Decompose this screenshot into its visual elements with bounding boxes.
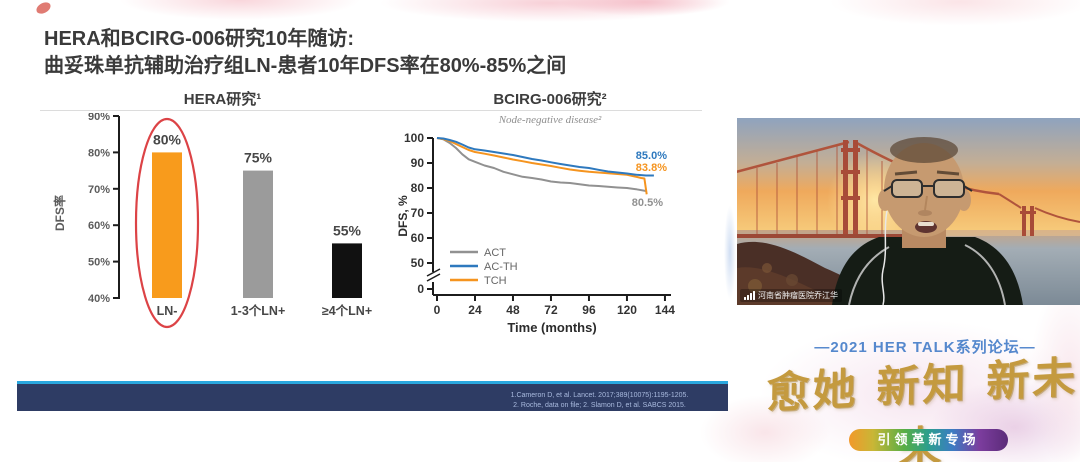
hera-bar-value: 80%: [153, 131, 182, 147]
references: 1.Cameron D, et al. Lancet. 2017;389(100…: [457, 391, 742, 411]
hera-y-axis-label: DFS率: [52, 195, 67, 231]
participant-name-text: 河南省肿瘤医院乔江华: [758, 291, 838, 300]
axis-break-icon: [426, 273, 441, 282]
bcirg-chart-title: BCIRG-006研究²: [493, 91, 607, 108]
hera-bar-LN-: [152, 152, 182, 298]
watercolor-decoration: [724, 205, 736, 300]
hera-bar-category: ≥4个LN+: [322, 303, 372, 318]
end-label-ACT: 80.5%: [632, 197, 663, 209]
footer-navy-bar: 1.Cameron D, et al. Lancet. 2017;389(100…: [17, 384, 728, 411]
slide-footer-bar: 1.Cameron D, et al. Lancet. 2017;389(100…: [17, 381, 728, 411]
bcirg-ytick: 90: [411, 156, 425, 170]
petal-decoration: [34, 0, 53, 16]
hera-bar-1-3个LN+: [243, 170, 273, 298]
hera-bar-value: 55%: [333, 222, 362, 238]
series-line-AC-TH: [436, 137, 654, 177]
end-label-TCH: 83.8%: [636, 162, 667, 174]
end-label-AC-TH: 85.0%: [636, 150, 667, 162]
reference-2: 2. Roche, data on file; 2. Slamon D, et …: [513, 402, 686, 410]
legend-label-TCH: TCH: [484, 275, 507, 287]
legend-label-AC-TH: AC-TH: [484, 261, 518, 273]
hera-ytick: 40%: [88, 293, 110, 305]
bcirg-y-axis-label: DFS, %: [396, 195, 410, 237]
bcirg-ytick: 100: [404, 131, 424, 145]
hera-ytick: 90%: [88, 113, 110, 123]
highlight-ellipse: [134, 117, 200, 329]
bcirg-xtick: 120: [617, 303, 637, 317]
hera-bar-≥4个LN+: [332, 243, 362, 298]
hera-bar-chart: 90% 80% 70% 60% 50% 40% DFS率 80% LN- 75% 1-3个LN+ 55…: [52, 113, 372, 329]
bcirg-line-chart: 100 90 80 70 60 50 00 24 48 72 96 120 144 Time (month…: [396, 131, 675, 335]
legend-label-ACT: ACT: [484, 247, 506, 259]
footer-accent-stripe: [17, 381, 728, 384]
bcirg-ytick: 0: [417, 282, 424, 296]
video-scene: [737, 118, 1080, 305]
bcirg-ytick: 80: [411, 181, 425, 195]
bcirg-ytick: 50: [411, 256, 425, 270]
bcirg-xtick: 72: [544, 303, 558, 317]
bcirg-xtick: 24: [468, 303, 482, 317]
bcirg-xtick: 144: [655, 303, 675, 317]
hera-ytick: 60%: [88, 220, 110, 232]
bcirg-xtick: 0: [434, 303, 441, 317]
hera-ytick: 80%: [88, 147, 110, 159]
blossom-decoration: [380, 0, 720, 22]
hera-bar-category: LN-: [157, 304, 178, 318]
speaker-video-feed[interactable]: 河南省肿瘤医院乔江华: [737, 118, 1080, 305]
series-line-TCH: [436, 137, 648, 195]
hera-bar-value: 75%: [244, 150, 273, 166]
bcirg-xtick: 48: [506, 303, 520, 317]
slide-title-line2: 曲妥珠单抗辅助治疗组LN-患者10年DFS率在80%-85%之间: [44, 55, 567, 77]
hera-chart-title: HERA研究¹: [183, 91, 262, 108]
slide-title: HERA和BCIRG-006研究10年随访: 曲妥珠单抗辅助治疗组LN-患者10…: [44, 26, 566, 80]
bcirg-ytick: 60: [411, 231, 425, 245]
reference-1: 1.Cameron D, et al. Lancet. 2017;389(100…: [510, 392, 689, 399]
bcirg-x-axis-label: Time (months): [507, 320, 596, 335]
bcirg-xtick: 96: [582, 303, 596, 317]
slide-title-line1: HERA和BCIRG-006研究10年随访:: [44, 28, 355, 50]
hera-ytick: 50%: [88, 257, 110, 269]
bcirg-chart-subtitle: Node-negative disease²: [498, 114, 602, 126]
hera-bar-category: 1-3个LN+: [231, 303, 286, 318]
hera-ytick: 70%: [88, 184, 110, 196]
divider-line: [40, 110, 702, 111]
blossom-decoration: [560, 0, 730, 16]
signal-bars-icon: [744, 290, 755, 300]
bcirg-ytick: 70: [411, 206, 425, 220]
participant-name-label: 河南省肿瘤医院乔江华: [740, 289, 842, 302]
blossom-decoration: [830, 0, 1080, 26]
forum-series-label: —2021 HER TALK系列论坛—: [814, 339, 1036, 356]
series-line-ACT: [436, 137, 647, 192]
blossom-decoration: [120, 0, 360, 20]
session-badge: 引领革新专场: [849, 429, 1008, 451]
